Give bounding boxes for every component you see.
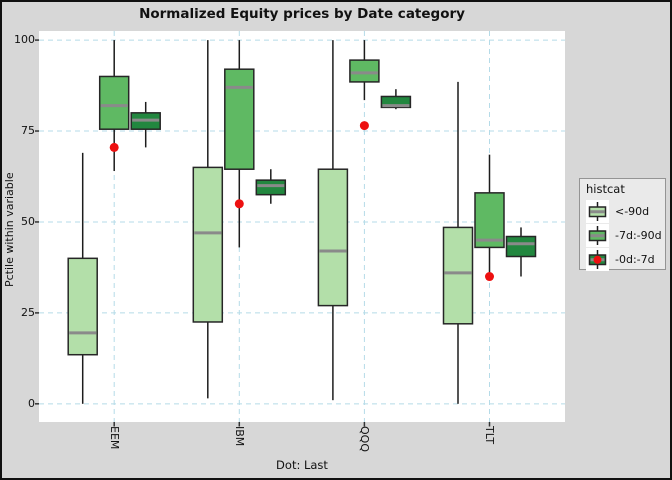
box-qqq-s1	[349, 59, 380, 83]
legend-item: -0d:-7d	[586, 247, 659, 271]
legend-item-label: -7d:-90d	[615, 228, 662, 242]
last-dot-tlt	[485, 272, 494, 282]
legend-key-boxplot-light	[586, 199, 609, 223]
last-dot-qqq	[359, 121, 369, 131]
legend-item-label: -0d:-7d	[615, 252, 655, 266]
box-ibm-s2	[255, 179, 287, 196]
x-axis-caption: Dot: Last	[276, 458, 328, 472]
box-eem-s0	[67, 257, 98, 356]
chart-title: Normalized Equity prices by Date categor…	[139, 6, 465, 22]
box-eem-s1	[98, 75, 130, 130]
x-tick-label-ibm: IBM	[233, 426, 246, 447]
legend-item: -7d:-90d	[586, 223, 662, 247]
y-tick-label-50: 50	[21, 215, 35, 228]
last-dot-ibm	[234, 199, 244, 209]
legend-title: histcat	[586, 182, 625, 196]
last-dot-eem	[109, 142, 119, 152]
legend-item: <-90d	[586, 199, 659, 223]
y-tick-label-0: 0	[28, 397, 35, 410]
legend-key-boxplot-mid	[586, 223, 609, 247]
y-tick-label-25: 25	[21, 306, 35, 319]
box-qqq-s0	[317, 168, 349, 307]
y-tick-label-75: 75	[21, 124, 35, 137]
legend-item-label: <-90d	[615, 204, 650, 218]
legend-key-boxplot-dark-dot	[586, 247, 609, 271]
legend: histcat <-90d -7d:-90d -0d:-7d	[579, 178, 666, 271]
y-tick-label-100: 100	[14, 33, 35, 46]
x-tick-label-tlt: TLT	[483, 426, 497, 445]
box-ibm-s1	[224, 68, 255, 170]
box-qqq-s2	[380, 95, 412, 109]
box-ibm-s0	[192, 166, 224, 323]
y-axis-title: Pctile within variable	[3, 172, 16, 287]
box-tlt-s2	[505, 235, 537, 258]
box-tlt-s1	[474, 192, 505, 249]
box-tlt-s0	[442, 226, 474, 325]
legend-key-dot	[593, 255, 602, 264]
x-tick-label-qqq: QQQ	[358, 426, 372, 452]
x-tick-label-eem: EEM	[107, 426, 121, 450]
